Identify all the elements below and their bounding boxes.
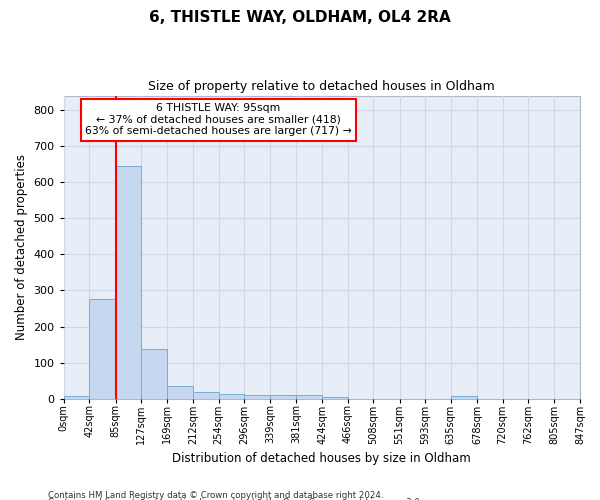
Title: Size of property relative to detached houses in Oldham: Size of property relative to detached ho… xyxy=(148,80,495,93)
Bar xyxy=(451,396,477,398)
Bar xyxy=(271,395,296,398)
Bar xyxy=(271,395,296,398)
Text: 6, THISTLE WAY, OLDHAM, OL4 2RA: 6, THISTLE WAY, OLDHAM, OL4 2RA xyxy=(149,10,451,25)
Bar xyxy=(89,299,116,398)
Bar xyxy=(296,395,322,398)
Bar xyxy=(141,349,167,399)
Bar xyxy=(116,166,141,398)
Bar xyxy=(141,349,167,399)
Bar xyxy=(451,396,477,398)
Text: Contains HM Land Registry data © Crown copyright and database right 2024.: Contains HM Land Registry data © Crown c… xyxy=(48,490,383,500)
Bar xyxy=(89,299,116,398)
Bar xyxy=(116,166,141,398)
Bar xyxy=(64,396,89,398)
Y-axis label: Number of detached properties: Number of detached properties xyxy=(15,154,28,340)
Bar xyxy=(244,395,271,398)
Text: Contains public sector information licensed under the Open Government Licence v3: Contains public sector information licen… xyxy=(48,498,422,500)
Bar xyxy=(244,395,271,398)
Bar xyxy=(167,386,193,398)
Bar xyxy=(193,392,218,398)
Bar xyxy=(322,397,348,398)
Bar xyxy=(218,394,244,398)
Bar xyxy=(193,392,218,398)
Bar xyxy=(64,396,89,398)
X-axis label: Distribution of detached houses by size in Oldham: Distribution of detached houses by size … xyxy=(172,452,471,465)
Text: 6 THISTLE WAY: 95sqm
← 37% of detached houses are smaller (418)
63% of semi-deta: 6 THISTLE WAY: 95sqm ← 37% of detached h… xyxy=(85,103,352,136)
Bar xyxy=(322,397,348,398)
Bar xyxy=(296,395,322,398)
Bar xyxy=(218,394,244,398)
Bar xyxy=(167,386,193,398)
